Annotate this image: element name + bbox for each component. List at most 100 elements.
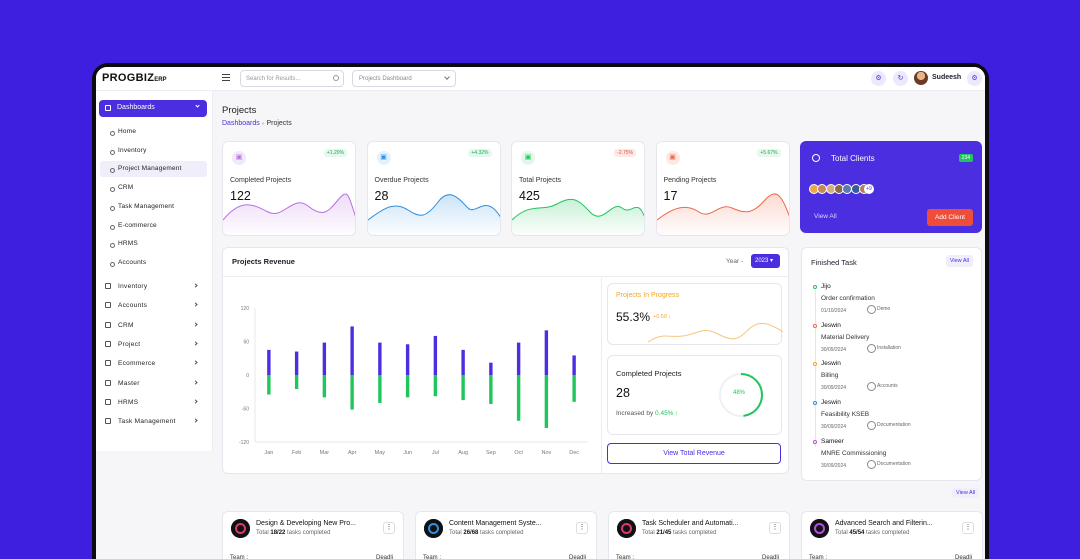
more-options-icon[interactable]: ⋮ (383, 522, 395, 534)
y-tick-label: -120 (239, 440, 249, 446)
stat-card-completed-projects[interactable]: ▣ +1.20% Completed Projects 122 (222, 141, 356, 236)
deadline-label: Deadli (761, 555, 779, 559)
chevron-right-icon (193, 302, 198, 307)
stat-value: 425 (519, 189, 540, 203)
bar-mar-positive[interactable] (322, 342, 327, 375)
sidebar-item-project[interactable]: Project (100, 337, 207, 353)
stat-value: 28 (374, 189, 389, 203)
sidebar-subitem-project-management[interactable]: Project Management (100, 161, 207, 178)
bar-nov-negative[interactable] (544, 375, 549, 429)
year-select[interactable]: 2023 ▾ (751, 254, 780, 268)
finished-view-all-button[interactable]: View All (945, 255, 973, 267)
bar-mar-negative[interactable] (322, 375, 327, 398)
sidebar-item-task-management[interactable]: Task Management (100, 414, 207, 430)
project-card[interactable]: Advanced Search and Filterin... Total 45/… (801, 511, 983, 559)
project-card[interactable]: Design & Developing New Pro... Total 18/2… (222, 511, 404, 559)
app-logo[interactable]: PROGBIZERP (102, 72, 167, 84)
sidebar-subitem-crm[interactable]: CRM (100, 180, 207, 196)
bar-jan-negative[interactable] (267, 375, 271, 395)
change-badge: -2.75% (614, 149, 636, 157)
clock-icon: ▣ (665, 151, 680, 165)
bar-sep-positive[interactable] (489, 362, 493, 375)
change-badge: +4.32% (468, 149, 492, 157)
more-clients-badge[interactable]: +9 (864, 184, 874, 194)
completed-ring-chart (719, 373, 763, 417)
x-tick-label: Aug (458, 450, 468, 456)
bar-aug-negative[interactable] (461, 375, 465, 401)
bar-jul-positive[interactable] (433, 335, 438, 375)
sidebar-subitem-task-management[interactable]: Task Management (100, 199, 207, 215)
folder-icon (105, 340, 111, 347)
sidebar-subitem-inventory[interactable]: Inventory (100, 143, 207, 159)
sidebar-item-ecommerce[interactable]: Ecommerce (100, 356, 207, 372)
bar-may-negative[interactable] (378, 375, 382, 403)
bar-oct-positive[interactable] (516, 342, 521, 375)
sidebar-item-inventory[interactable]: Inventory (100, 279, 207, 295)
y-tick-label: -60 (242, 407, 249, 413)
clients-view-all-link[interactable]: View All (814, 213, 837, 220)
task-tag: Documentation (867, 421, 911, 431)
bar-jun-negative[interactable] (405, 375, 410, 398)
bar-apr-negative[interactable] (350, 375, 354, 410)
sidebar-subitem-hrms[interactable]: HRMS (100, 236, 207, 252)
sidebar-subitem-home[interactable]: Home (100, 124, 207, 140)
view-total-revenue-button[interactable]: View Total Revenue (607, 443, 781, 464)
sidebar-subitem-e-commerce[interactable]: E-commerce (100, 218, 207, 234)
sidebar-item-dashboards[interactable]: Dashboards (99, 100, 207, 117)
bar-nov-positive[interactable] (544, 330, 549, 375)
task-icon (105, 418, 111, 425)
bar-oct-negative[interactable] (516, 375, 521, 421)
breadcrumb-home[interactable]: Dashboards (222, 120, 260, 127)
stat-card-total-projects[interactable]: ▣ -2.75% Total Projects 425 (511, 141, 645, 236)
gear-icon[interactable]: ⚙ (967, 71, 982, 86)
project-card[interactable]: Task Scheduler and Automati... Total 21/4… (608, 511, 790, 559)
bar-feb-negative[interactable] (294, 375, 299, 389)
dashboard-select[interactable]: Projects Dashboard (352, 70, 456, 87)
sidebar-subitem-accounts[interactable]: Accounts (100, 255, 207, 271)
sidebar-item-accounts[interactable]: Accounts (100, 298, 207, 314)
user-name[interactable]: Sudeesh (932, 74, 962, 81)
refresh-icon[interactable]: ↻ (893, 71, 908, 86)
task-date: 30/09/2024 (821, 385, 847, 392)
sidebar-item-crm[interactable]: CRM (100, 318, 207, 334)
bar-feb-positive[interactable] (294, 351, 299, 375)
dashboard-icon (105, 105, 111, 111)
chevron-right-icon (193, 418, 198, 423)
search-input[interactable]: Search for Results... (240, 70, 344, 87)
chevron-right-icon (193, 283, 198, 288)
add-client-button[interactable]: Add Client (927, 209, 973, 226)
bar-apr-positive[interactable] (350, 326, 354, 375)
revenue-title: Projects Revenue (232, 257, 295, 266)
stat-sparkline (367, 194, 500, 235)
settings-icon[interactable]: ⚙ (871, 71, 886, 86)
bar-jan-positive[interactable] (267, 349, 271, 375)
task-tag: Demo (867, 305, 890, 314)
x-tick-label: Jan (264, 450, 273, 456)
x-tick-label: Dec (569, 450, 579, 456)
bar-jun-positive[interactable] (405, 344, 410, 375)
sidebar-item-master[interactable]: Master (100, 376, 207, 392)
menu-toggle-icon[interactable] (222, 74, 230, 81)
more-options-icon[interactable]: ⋮ (962, 522, 974, 534)
task-assignee: Jeswin (821, 360, 841, 368)
stat-sparkline (223, 193, 355, 235)
task-description: Order confirmation (821, 295, 875, 302)
project-logo-icon (231, 519, 250, 538)
avatar[interactable] (914, 71, 928, 85)
bar-dec-negative[interactable] (572, 375, 576, 402)
stat-label: Pending Projects (663, 177, 717, 184)
task-date: 01/10/2024 (821, 308, 847, 314)
stat-card-pending-projects[interactable]: ▣ +5.67% Pending Projects 17 (655, 141, 790, 236)
more-options-icon[interactable]: ⋮ (576, 522, 588, 534)
stat-card-overdue-projects[interactable]: ▣ +4.32% Overdue Projects 28 (366, 141, 501, 236)
bar-dec-positive[interactable] (572, 355, 576, 375)
bar-sep-negative[interactable] (489, 375, 493, 405)
more-options-icon[interactable]: ⋮ (769, 522, 781, 534)
bar-jul-negative[interactable] (433, 375, 438, 397)
bar-may-positive[interactable] (378, 342, 382, 375)
project-card[interactable]: Content Management Syste... Total 26/68 t… (415, 511, 597, 559)
sidebar-item-hrms[interactable]: HRMS (100, 395, 207, 411)
view-all-button[interactable]: View All (952, 488, 980, 498)
ring-label: 48% (733, 390, 746, 396)
bar-aug-positive[interactable] (461, 349, 465, 375)
